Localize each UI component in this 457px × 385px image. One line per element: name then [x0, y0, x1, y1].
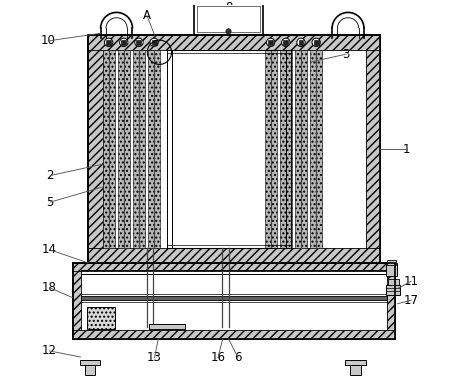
Text: 16: 16 — [210, 351, 225, 364]
Bar — [280, 50, 292, 248]
Bar — [153, 329, 157, 330]
Bar — [265, 50, 276, 248]
Text: 17: 17 — [404, 293, 419, 306]
Bar — [283, 40, 288, 45]
Bar — [149, 323, 185, 329]
Text: A: A — [143, 9, 151, 22]
Bar — [88, 35, 380, 263]
Text: 10: 10 — [41, 34, 56, 47]
Bar — [176, 329, 181, 330]
Circle shape — [135, 38, 143, 47]
Bar — [386, 263, 397, 276]
Bar — [106, 40, 111, 45]
Bar — [295, 50, 307, 248]
Bar — [310, 50, 322, 248]
Bar — [118, 50, 130, 248]
Bar — [314, 40, 319, 45]
Circle shape — [226, 29, 231, 34]
Bar — [366, 35, 380, 263]
Text: 13: 13 — [147, 351, 162, 364]
Bar — [88, 248, 380, 263]
Bar — [137, 40, 141, 45]
Text: 2: 2 — [47, 169, 54, 182]
Circle shape — [297, 38, 305, 47]
Bar — [197, 6, 260, 32]
Text: 3: 3 — [342, 48, 350, 61]
Bar — [80, 360, 101, 365]
Bar — [194, 3, 263, 35]
Circle shape — [150, 38, 158, 47]
Bar — [388, 279, 399, 285]
Circle shape — [120, 38, 128, 47]
Text: 5: 5 — [47, 196, 54, 209]
Bar — [88, 35, 102, 263]
Text: 12: 12 — [42, 345, 57, 357]
Bar — [345, 360, 366, 365]
Bar — [148, 50, 160, 248]
Text: 14: 14 — [42, 243, 57, 256]
Bar — [152, 40, 157, 45]
Bar — [73, 263, 81, 339]
Bar — [88, 35, 380, 263]
Bar — [87, 306, 115, 328]
Text: 18: 18 — [42, 281, 57, 294]
Text: 1: 1 — [403, 142, 410, 156]
Bar — [85, 365, 96, 375]
Bar — [387, 263, 395, 339]
Bar — [81, 296, 387, 300]
Circle shape — [266, 38, 275, 47]
Bar — [73, 263, 395, 271]
Bar — [102, 50, 115, 248]
Bar — [268, 40, 273, 45]
Bar — [73, 330, 395, 339]
Bar — [387, 260, 396, 265]
Text: 11: 11 — [404, 275, 419, 288]
Bar — [88, 35, 380, 50]
Bar — [298, 40, 303, 45]
Bar — [386, 285, 400, 295]
Bar — [133, 50, 145, 248]
Bar — [351, 365, 361, 375]
Text: 8: 8 — [225, 2, 232, 14]
Circle shape — [312, 38, 320, 47]
Circle shape — [104, 38, 113, 47]
Bar — [73, 263, 395, 339]
Bar — [121, 40, 126, 45]
Circle shape — [282, 38, 290, 47]
Text: 6: 6 — [234, 351, 242, 364]
Bar — [73, 263, 395, 339]
